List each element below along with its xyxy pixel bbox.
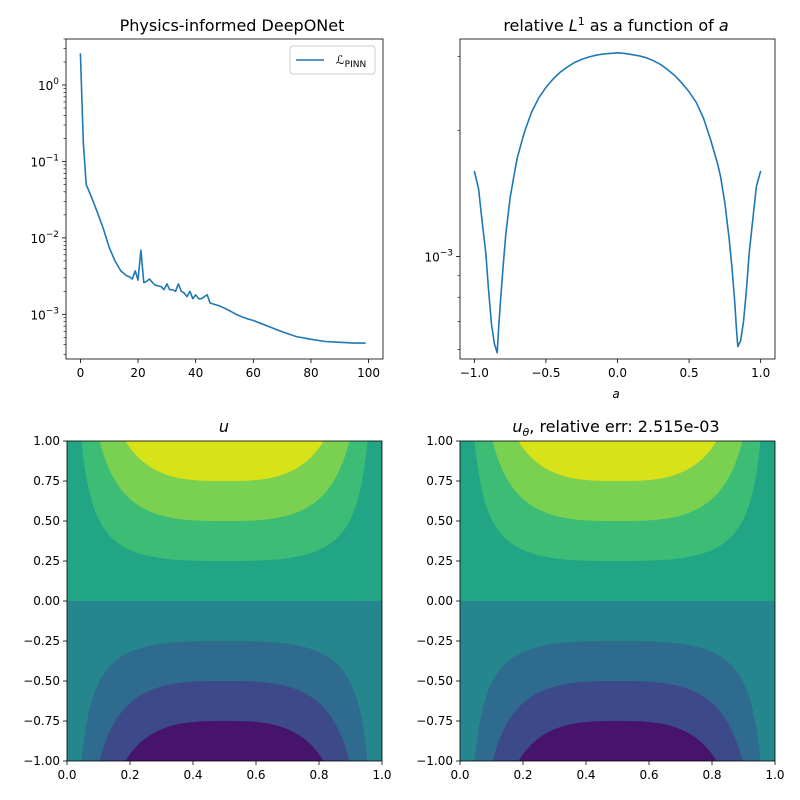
x-tick-label: 0.6 [246,768,265,782]
x-tick-label: 0.2 [513,768,532,782]
u-contour-panel: u 0.0 0.2 0.4 0.6 0.8 1.0 1.00 0.75 0.50 0.25 0.00… [23,417,391,782]
y-tick-label: −0.50 [416,674,453,688]
contour-axes-frame [459,440,776,762]
loss-title: Physics-informed DeepONet [120,16,345,35]
contour-fill-group [67,441,382,761]
y-tick-label: 1.00 [33,434,60,448]
loss-panel: Physics-informed DeepONet 100 10−1 10−2 10−… [30,16,384,380]
x-tick-label: 0.6 [639,768,658,782]
y-tick-label: 0.25 [426,554,453,568]
x-tick-label: 0.8 [702,768,721,782]
u-theta-title: uθ, relative err: 2.515e-03 [512,417,719,439]
u-contour-plot-area: 0.0 0.2 0.4 0.6 0.8 1.0 1.00 0.75 0.50 0.25 0.00 −0… [23,434,391,782]
y-tick-label: 0.00 [426,594,453,608]
contour-fill-group [460,441,775,761]
y-tick-label: 1.00 [426,434,453,448]
u-theta-contour-plot-area: 0.0 0.2 0.4 0.6 0.8 1.0 1.00 0.75 0.50 0.25 0.00 −0… [416,434,784,782]
contour-band [518,721,717,761]
y-tick-label: 10−3 [30,306,59,322]
x-tick-label: 0.2 [120,768,139,782]
contour-band [518,441,717,481]
y-tick-label: −0.75 [416,714,453,728]
x-tick-label: 80 [303,366,318,380]
y-tick-label: −1.00 [23,754,60,768]
y-tick-label: 0.75 [426,474,453,488]
y-tick-label: 10−3 [424,249,453,265]
x-tick-label: 0 [77,366,85,380]
contour-axes-frame [66,440,383,762]
y-tick-label: −0.75 [23,714,60,728]
y-tick-label: 0.00 [33,594,60,608]
y-tick-label: −1.00 [416,754,453,768]
x-tick-label: 0.8 [309,768,328,782]
x-tick-label: 1.0 [765,768,784,782]
y-tick-label: 0.25 [33,554,60,568]
y-tick-label: −0.25 [416,634,453,648]
error-panel: relative L1 as a function of a 10−3 −1.0 −… [424,15,776,401]
legend-box [289,45,376,75]
x-tick-label: 60 [246,366,261,380]
error-plot-area: 10−3 −1.0 −0.5 0.0 0.5 1.0 [424,38,776,380]
y-tick-label: 0.50 [33,514,60,528]
loss-axes-frame [65,38,384,360]
contour-band [125,721,324,761]
y-tick-label: 10−1 [30,153,59,169]
x-tick-label: 40 [188,366,203,380]
error-series-line [473,51,762,354]
y-tick-label: 100 [38,77,59,93]
y-tick-label: −0.25 [23,634,60,648]
x-tick-label: 0.4 [183,768,202,782]
loss-series-line [79,53,366,344]
x-tick-label: 20 [130,366,145,380]
x-tick-label: 0.5 [680,366,699,380]
error-x-axis-label: a [612,387,619,401]
loss-legend: ℒPINN [289,45,376,75]
x-tick-label: 1.0 [751,366,770,380]
loss-plot-area: 100 10−1 10−2 10−3 0 20 40 60 80 100 [30,38,384,380]
x-tick-label: 0.4 [576,768,595,782]
contour-band [125,441,324,481]
u-theta-contour-panel: uθ, relative err: 2.515e-03 0.0 0.2 0.4 0.6… [416,417,784,782]
x-tick-label: 100 [357,366,380,380]
y-tick-label: 0.50 [426,514,453,528]
x-tick-label: −0.5 [531,366,560,380]
x-tick-label: −1.0 [460,366,489,380]
y-tick-label: 0.75 [33,474,60,488]
x-tick-label: 1.0 [372,768,391,782]
y-tick-label: 10−2 [30,230,59,246]
x-tick-label: 0.0 [57,768,76,782]
x-tick-label: 0.0 [450,768,469,782]
y-tick-label: −0.50 [23,674,60,688]
error-title: relative L1 as a function of a [503,15,728,35]
x-tick-label: 0.0 [608,366,627,380]
u-title: u [219,417,229,436]
legend-entry-label: ℒPINN [336,53,366,70]
error-axes-frame [459,38,776,360]
